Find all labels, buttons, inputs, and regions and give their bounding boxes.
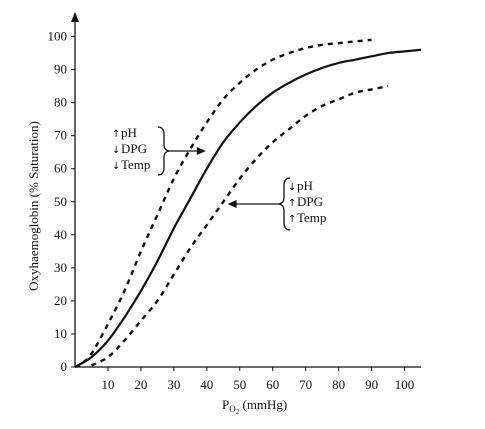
y-tick-label: 50 [54, 194, 67, 209]
annotation-2-arrowhead [227, 200, 237, 208]
y-tick-label: 30 [54, 260, 67, 275]
x-tick-label: 100 [395, 377, 415, 392]
y-tick-label: 70 [54, 128, 67, 143]
y-tick-label: 100 [48, 29, 68, 44]
x-tick-label: 30 [167, 377, 180, 392]
x-tick-label: 80 [332, 377, 345, 392]
left-shift-curve [74, 38, 372, 369]
annotation-2-arrow-glyph: ↓ [288, 182, 296, 193]
series-layer [74, 38, 422, 369]
x-tick-label: 70 [299, 377, 312, 392]
normal-curve [74, 48, 422, 368]
y-tick-label: 10 [54, 326, 67, 341]
x-tick-label: 20 [134, 377, 147, 392]
axes: 0 10 20 30 40 50 60 70 80 90 100 10 20 30 40 50 60 70 80 90… [48, 12, 421, 392]
x-tick-label: 60 [266, 377, 279, 392]
right-shift-curve [90, 84, 389, 367]
y-axis-arrowhead [71, 12, 79, 22]
x-axis-title: PO2 (mmHg) [222, 397, 287, 416]
annotation-2-label: DPG [297, 194, 323, 209]
y-tick-label: 80 [54, 95, 67, 110]
annotation-1-label: DPG [121, 141, 147, 156]
x-tick-label: 10 [101, 377, 114, 392]
annotation-2-brace [278, 177, 291, 231]
annotation-1-arrow-glyph: ↑ [112, 129, 120, 140]
y-tick-label: 40 [54, 227, 67, 242]
annotation-2-label: pH [297, 178, 313, 193]
annotation-2-arrow-glyph: ↑ [288, 198, 296, 209]
annotation-1-arrowhead [196, 147, 206, 155]
annotation-2-arrow-glyph: ↑ [288, 214, 296, 225]
x-tick-label: 90 [365, 377, 378, 392]
x-axis-title-sub: O [229, 404, 236, 414]
x-tick-label: 40 [200, 377, 213, 392]
y-tick-label: 0 [61, 359, 68, 374]
y-axis-title: Oxyhaemoglobin (% Saturation) [26, 121, 41, 291]
annotation-1-label: Temp [121, 157, 150, 172]
annotation-1-arrow-glyph: ↓ [112, 161, 120, 172]
annotation-1-arrow-glyph: ↓ [112, 145, 120, 156]
annotation-1-brace [157, 126, 170, 176]
x-axis-title-main: P [222, 397, 229, 412]
y-tick-label: 60 [54, 161, 67, 176]
y-tick-label: 20 [54, 293, 67, 308]
y-tick-label: 90 [54, 62, 67, 77]
annotation-1-label: pH [121, 125, 137, 140]
x-axis-title-unit: (mmHg) [239, 397, 287, 412]
annotation-layer: ↑ pH↓ DPG↓ Temp↓ pH↑ DPG↑ Temp [112, 125, 326, 231]
x-tick-label: 50 [233, 377, 246, 392]
annotation-2-label: Temp [297, 210, 326, 225]
x-axis-title-sub2: 2 [236, 408, 240, 416]
